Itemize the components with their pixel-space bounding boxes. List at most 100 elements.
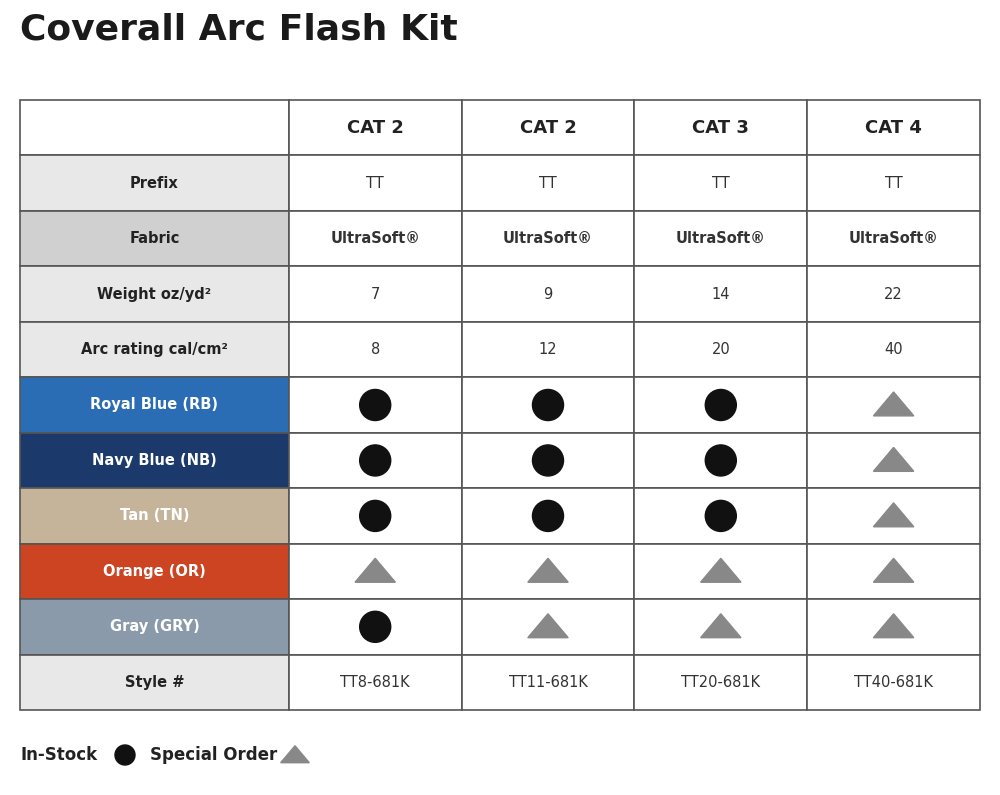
- Text: Coverall Arc Flash Kit: Coverall Arc Flash Kit: [20, 12, 458, 46]
- Text: Tan (TN): Tan (TN): [120, 509, 189, 523]
- Text: UltraSoft®: UltraSoft®: [330, 231, 420, 246]
- Text: TT11-681K: TT11-681K: [509, 675, 587, 690]
- Bar: [289, 322, 462, 378]
- Text: 22: 22: [884, 286, 903, 301]
- Text: TT: TT: [885, 176, 902, 191]
- Text: CAT 2: CAT 2: [347, 118, 404, 137]
- Circle shape: [532, 500, 564, 531]
- Bar: [462, 544, 634, 599]
- Bar: [20, 378, 289, 432]
- Text: 7: 7: [371, 286, 380, 301]
- Text: Gray (GRY): Gray (GRY): [110, 619, 199, 634]
- Bar: [20, 100, 289, 156]
- Circle shape: [705, 390, 736, 421]
- Bar: [289, 156, 462, 211]
- Bar: [807, 432, 980, 488]
- Text: 20: 20: [711, 342, 730, 357]
- Bar: [634, 488, 807, 544]
- Polygon shape: [355, 558, 395, 582]
- Bar: [462, 599, 634, 654]
- Text: Special Order: Special Order: [150, 746, 277, 764]
- Polygon shape: [873, 392, 914, 416]
- Bar: [462, 654, 634, 710]
- Bar: [634, 100, 807, 156]
- Polygon shape: [528, 558, 568, 582]
- Bar: [289, 488, 462, 544]
- Polygon shape: [528, 614, 568, 638]
- Bar: [634, 654, 807, 710]
- Bar: [462, 100, 634, 156]
- Text: Orange (OR): Orange (OR): [103, 564, 206, 579]
- Text: Royal Blue (RB): Royal Blue (RB): [90, 398, 218, 413]
- Text: TT8-681K: TT8-681K: [340, 675, 410, 690]
- Bar: [634, 599, 807, 654]
- Bar: [807, 378, 980, 432]
- Text: Arc rating cal/cm²: Arc rating cal/cm²: [81, 342, 228, 357]
- Text: TT: TT: [366, 176, 384, 191]
- Bar: [634, 432, 807, 488]
- Polygon shape: [701, 614, 741, 638]
- Text: CAT 4: CAT 4: [865, 118, 922, 137]
- Bar: [634, 544, 807, 599]
- Bar: [20, 599, 289, 654]
- Polygon shape: [873, 503, 914, 527]
- Bar: [289, 266, 462, 322]
- Bar: [462, 211, 634, 266]
- Text: 8: 8: [371, 342, 380, 357]
- Text: In-Stock: In-Stock: [20, 746, 97, 764]
- Text: TT40-681K: TT40-681K: [854, 675, 933, 690]
- Bar: [807, 266, 980, 322]
- Text: UltraSoft®: UltraSoft®: [676, 231, 766, 246]
- Bar: [20, 654, 289, 710]
- Bar: [462, 378, 634, 432]
- Circle shape: [360, 500, 391, 531]
- Circle shape: [360, 445, 391, 476]
- Text: 14: 14: [712, 286, 730, 301]
- Circle shape: [532, 445, 564, 476]
- Text: TT: TT: [712, 176, 730, 191]
- Bar: [20, 488, 289, 544]
- Circle shape: [705, 500, 736, 531]
- Bar: [807, 211, 980, 266]
- Bar: [462, 432, 634, 488]
- Bar: [634, 156, 807, 211]
- Bar: [20, 211, 289, 266]
- Bar: [634, 211, 807, 266]
- Text: Navy Blue (NB): Navy Blue (NB): [92, 453, 217, 468]
- Polygon shape: [873, 448, 914, 471]
- Bar: [807, 156, 980, 211]
- Text: UltraSoft®: UltraSoft®: [503, 231, 593, 246]
- Bar: [462, 488, 634, 544]
- Bar: [289, 100, 462, 156]
- Bar: [289, 544, 462, 599]
- Bar: [20, 544, 289, 599]
- Circle shape: [705, 445, 736, 476]
- Text: Weight oz/yd²: Weight oz/yd²: [97, 286, 211, 301]
- Circle shape: [360, 390, 391, 421]
- Text: Fabric: Fabric: [129, 231, 180, 246]
- Text: 40: 40: [884, 342, 903, 357]
- Bar: [289, 599, 462, 654]
- Text: Prefix: Prefix: [130, 176, 179, 191]
- Bar: [634, 266, 807, 322]
- Text: 9: 9: [543, 286, 553, 301]
- Text: Style #: Style #: [125, 675, 184, 690]
- Text: UltraSoft®: UltraSoft®: [849, 231, 939, 246]
- Polygon shape: [281, 746, 309, 762]
- Text: CAT 3: CAT 3: [692, 118, 749, 137]
- Bar: [20, 266, 289, 322]
- Bar: [807, 544, 980, 599]
- Circle shape: [532, 390, 564, 421]
- Bar: [462, 266, 634, 322]
- Bar: [289, 378, 462, 432]
- Bar: [20, 432, 289, 488]
- Text: 12: 12: [539, 342, 557, 357]
- Bar: [462, 322, 634, 378]
- Circle shape: [115, 745, 135, 765]
- Bar: [807, 654, 980, 710]
- Bar: [20, 322, 289, 378]
- Text: CAT 2: CAT 2: [520, 118, 576, 137]
- Bar: [634, 378, 807, 432]
- Bar: [634, 322, 807, 378]
- Bar: [20, 156, 289, 211]
